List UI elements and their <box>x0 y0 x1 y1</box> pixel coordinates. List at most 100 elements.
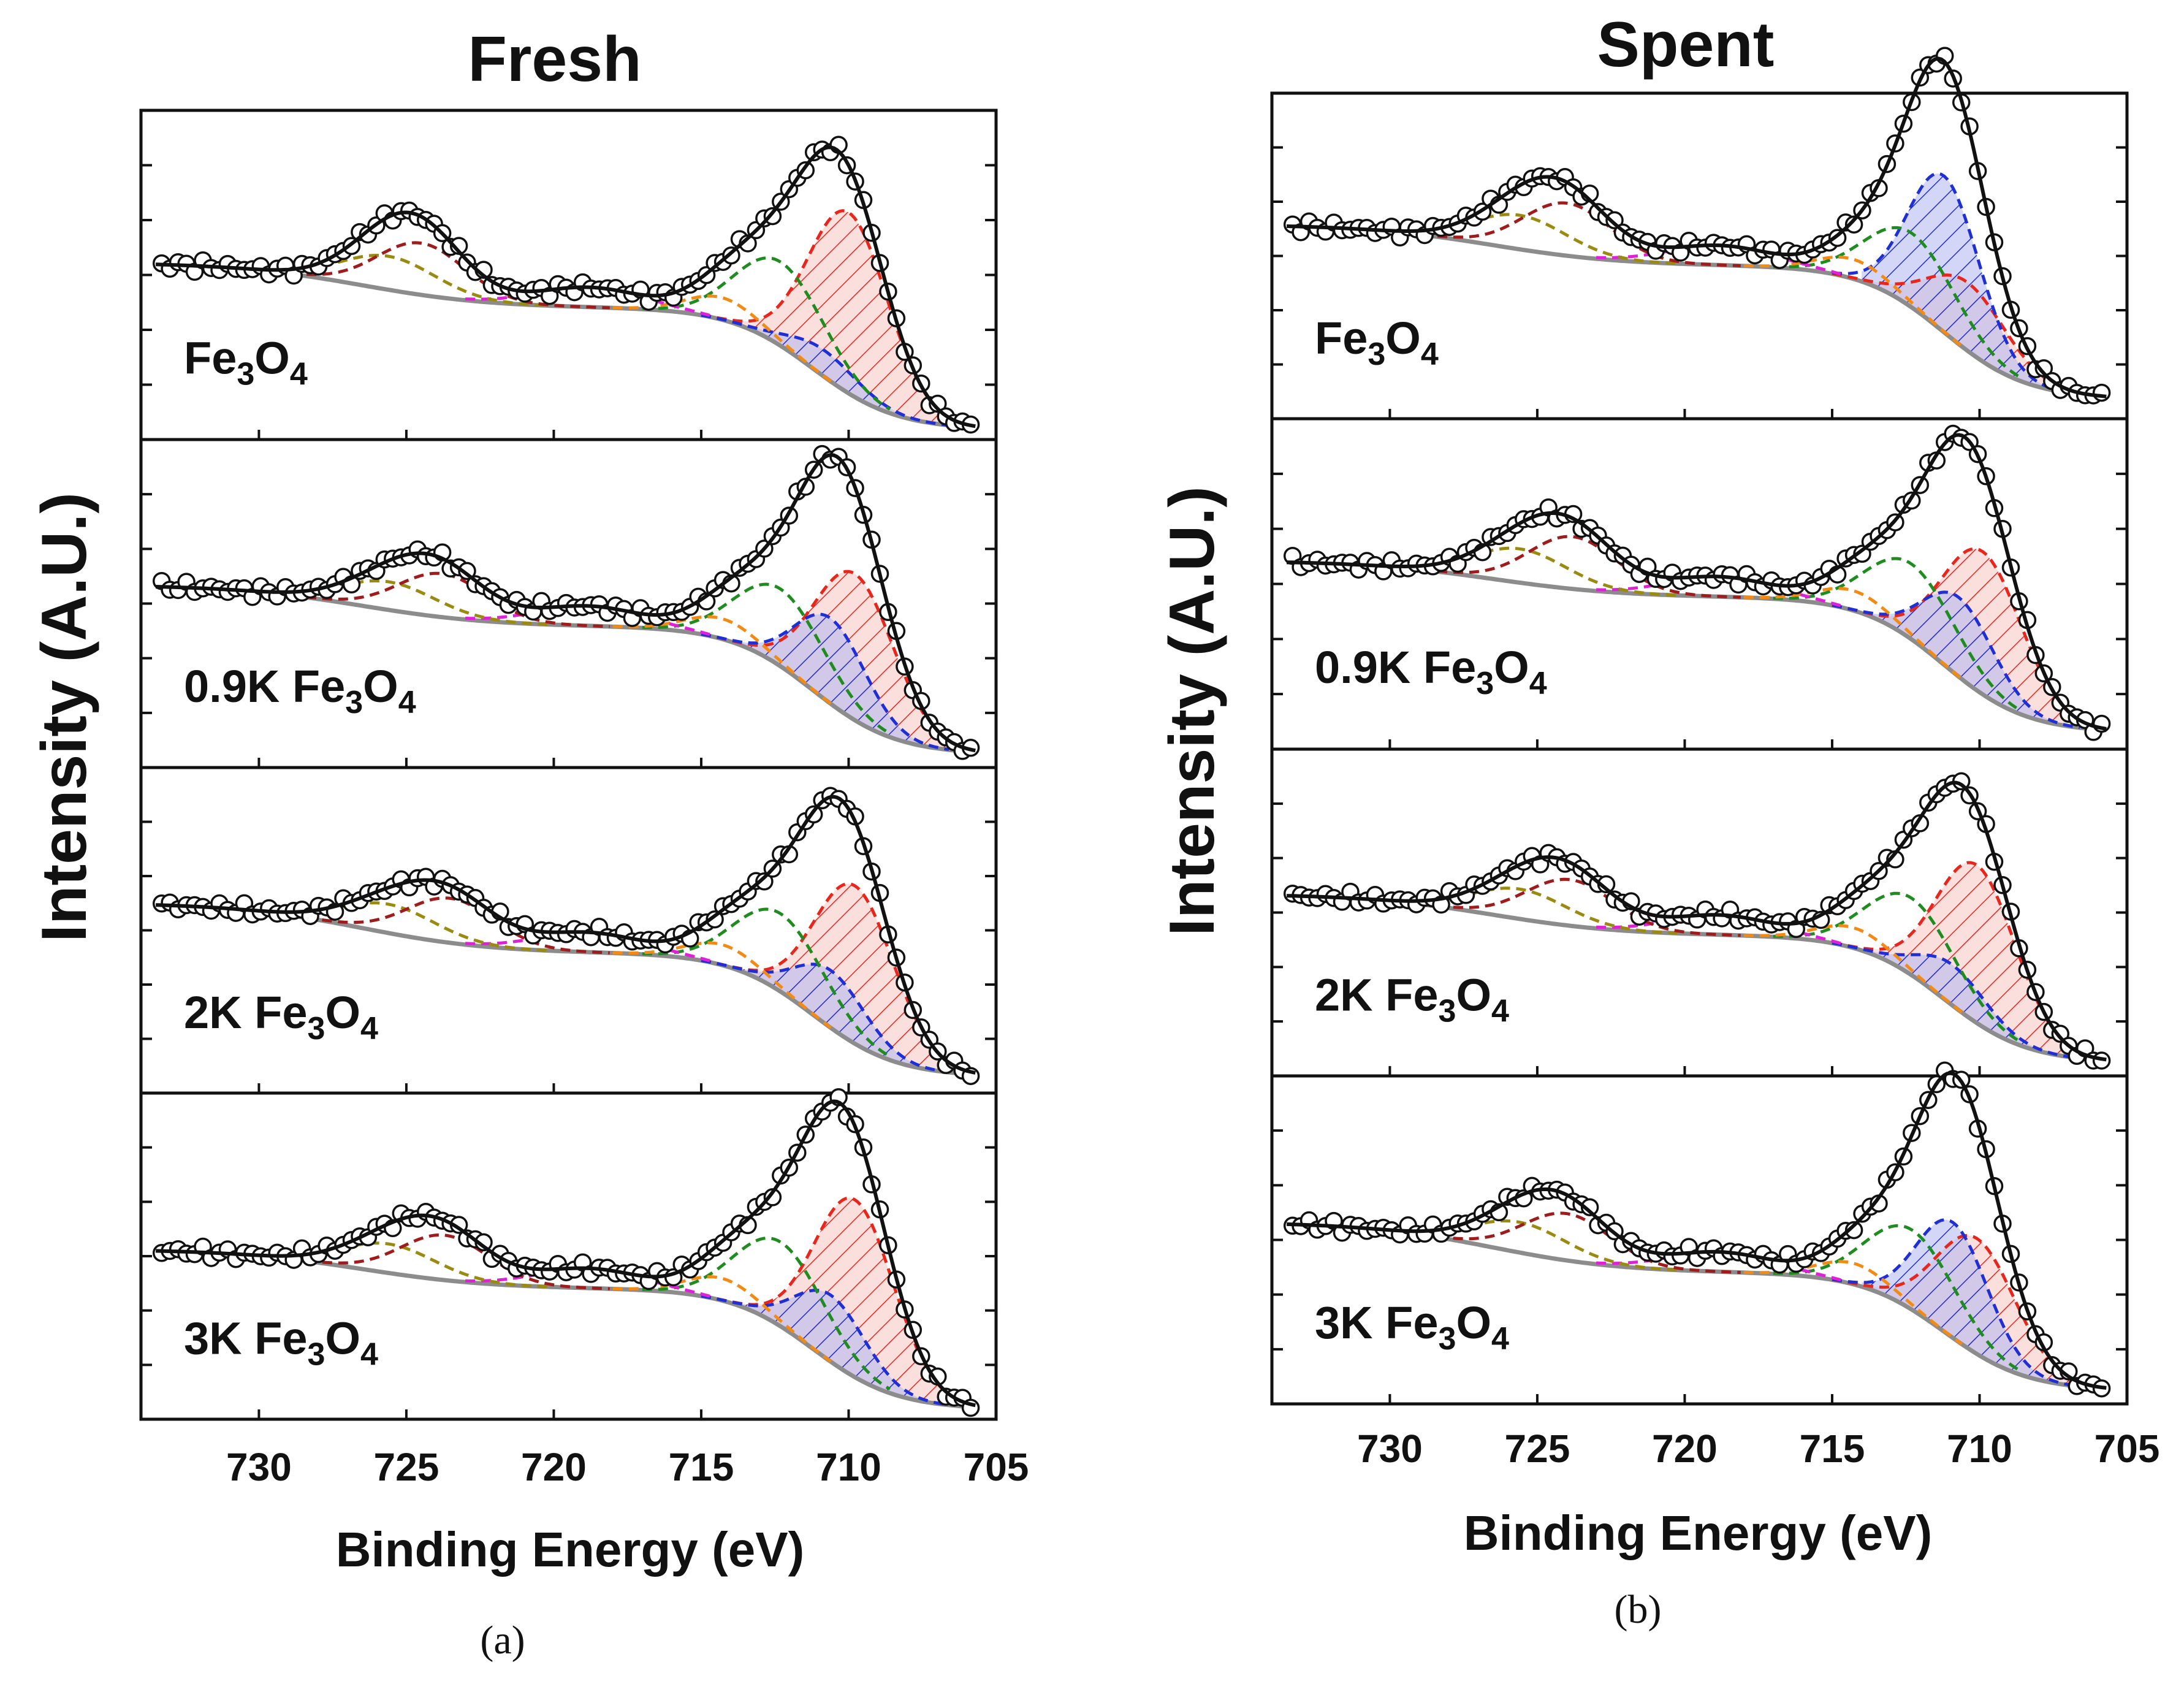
figure-b-panel-3k-fe3o4: 3K Fe3O4 <box>1270 1061 2129 1406</box>
sample-label: 0.9K Fe3O4 <box>1315 642 1547 701</box>
figure-a-x-ticks: 730 725 720 715 710 705 <box>226 1445 1029 1489</box>
figure-b-panel-0-9k-fe3o4: 0.9K Fe3O4 <box>1270 417 2129 751</box>
sample-label: Fe3O4 <box>184 333 308 392</box>
data-point <box>1605 211 1624 230</box>
label-text: 3K Fe <box>1315 1297 1439 1348</box>
fe3-component <box>701 1196 964 1404</box>
label-subscript: 3 <box>345 685 363 720</box>
data-point <box>763 207 782 226</box>
figure-b-x-ticks: 730 725 720 715 710 705 <box>1357 1427 2159 1471</box>
data-point <box>1844 215 1863 234</box>
magenta-component <box>1596 243 1844 277</box>
sample-label: 3K Fe3O4 <box>1315 1297 1509 1357</box>
figure-a-panel-fe3o4: Fe3O4 <box>139 109 998 441</box>
fe2-component <box>1832 590 2080 730</box>
figure-a-ylabel: Intensity (A.U.) <box>29 492 100 942</box>
envelope-fit <box>156 1099 976 1408</box>
label-subscript: 3 <box>1368 337 1385 372</box>
x-tick-label: 730 <box>1357 1427 1423 1471</box>
darkred-component <box>259 896 610 955</box>
figure-b-title: Spent <box>1597 9 1775 80</box>
envelope-fit <box>156 452 976 753</box>
label-text: 0.9K Fe <box>1315 642 1476 693</box>
label-text: O <box>1456 969 1491 1020</box>
fe2-component <box>1832 1218 2080 1388</box>
magenta-component <box>465 931 713 963</box>
label-text: 3K Fe <box>184 1313 308 1364</box>
fe3-area <box>716 210 964 427</box>
figure-a: Fresh Intensity (A.U.) Fe3O4 0.9K Fe3O4 … <box>29 24 1029 1663</box>
orange-component <box>1743 924 1963 1014</box>
darkred-component <box>259 241 610 310</box>
figure-a-panel-3k-fe3o4: 3K Fe3O4 <box>139 1088 998 1421</box>
label-subscript: 4 <box>1421 337 1439 372</box>
x-tick-label: 710 <box>1947 1427 2012 1471</box>
figure-b-panel-2k-fe3o4: 2K Fe3O4 <box>1270 747 2129 1078</box>
darkred-component <box>259 1233 610 1290</box>
label-text: O <box>363 661 398 712</box>
fe2-component <box>701 313 949 427</box>
green-component <box>1773 226 2022 379</box>
envelope-fit <box>156 795 976 1075</box>
label-subscript: 4 <box>1491 1321 1509 1357</box>
figure-b-ylabel: Intensity (A.U.) <box>1157 486 1228 936</box>
x-tick-label: 720 <box>521 1445 587 1489</box>
label-subscript: 3 <box>1476 666 1494 701</box>
label-subscript: 3 <box>308 1011 325 1046</box>
x-tick-label: 715 <box>1800 1427 1865 1471</box>
darkred-component <box>1390 1211 1741 1275</box>
fe2-area <box>1862 173 2065 393</box>
x-tick-label: 705 <box>2095 1427 2160 1471</box>
label-text: O <box>254 333 290 384</box>
green-component <box>642 907 891 1058</box>
fe2-component <box>1832 941 2080 1060</box>
label-text: 2K Fe <box>1315 969 1439 1020</box>
figure-b-xlabel: Binding Energy (eV) <box>1464 1506 1933 1560</box>
sample-label: 3K Fe3O4 <box>184 1313 378 1373</box>
label-subscript: 4 <box>360 1337 378 1373</box>
label-subscript: 4 <box>1529 666 1547 701</box>
x-tick-label: 715 <box>669 1445 734 1489</box>
fe2-area <box>731 321 934 424</box>
sample-label: 2K Fe3O4 <box>184 987 378 1046</box>
label-subscript: 4 <box>398 685 416 720</box>
x-tick-label: 730 <box>226 1445 292 1489</box>
darkred-component <box>1390 877 1741 937</box>
data-point <box>2034 359 2053 378</box>
green-component <box>1773 1224 2022 1373</box>
sample-label: 2K Fe3O4 <box>1315 969 1509 1029</box>
label-text: Fe <box>1315 313 1368 364</box>
x-tick-label: 710 <box>816 1445 881 1489</box>
magenta-component <box>465 604 713 637</box>
label-text: O <box>325 987 360 1038</box>
data-point <box>755 872 774 891</box>
orange-component <box>1743 587 1963 680</box>
envelope-fit <box>1287 780 2107 1062</box>
x-tick-label: 705 <box>964 1445 1029 1489</box>
envelope-fit <box>1286 56 2107 398</box>
fe2-area <box>1862 592 2065 726</box>
green-component <box>1773 557 2022 712</box>
figure-a-panel-0-9k-fe3o4: 0.9K Fe3O4 <box>139 438 998 769</box>
sample-label: Fe3O4 <box>1315 313 1439 372</box>
magenta-component <box>1596 575 1844 608</box>
orange-component <box>612 941 832 1029</box>
label-subscript: 3 <box>237 357 254 392</box>
label-subscript: 4 <box>360 1011 378 1046</box>
fe2-area <box>1862 949 2065 1057</box>
green-component <box>1773 891 2022 1043</box>
x-tick-label: 725 <box>374 1445 439 1489</box>
figure-a-caption: (a) <box>480 1618 525 1663</box>
envelope-fit <box>156 145 976 429</box>
darkred-component <box>1390 535 1741 599</box>
figure-a-panel-2k-fe3o4: 2K Fe3O4 <box>139 766 998 1095</box>
fe2-component <box>701 612 949 751</box>
label-text: O <box>325 1313 360 1364</box>
fe2-area <box>731 614 934 748</box>
x-tick-label: 725 <box>1505 1427 1570 1471</box>
fe3-component <box>1832 272 2095 397</box>
label-text: 2K Fe <box>184 987 308 1038</box>
fe2-area <box>731 1290 934 1403</box>
label-text: O <box>1385 313 1421 364</box>
